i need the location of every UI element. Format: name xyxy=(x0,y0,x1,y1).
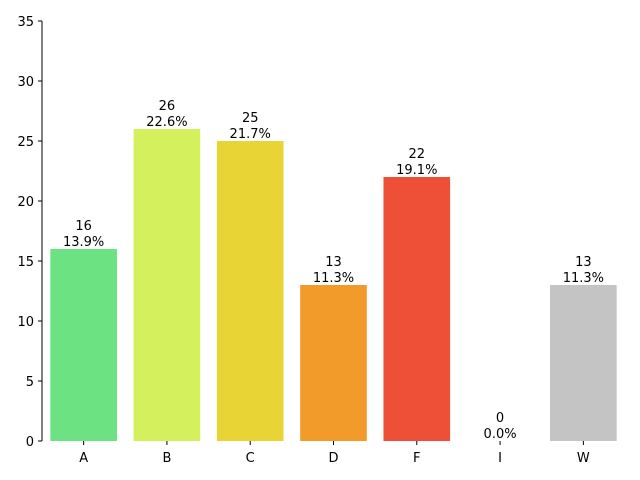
y-tick-label-0: 0 xyxy=(26,435,34,450)
y-tick-label-20: 20 xyxy=(17,195,34,210)
y-tick-label-10: 10 xyxy=(17,315,34,330)
bar-A xyxy=(50,249,117,441)
bar-percent-label-W: 11.3% xyxy=(563,271,604,286)
x-tick-label-C: C xyxy=(246,451,255,466)
bar-percent-label-D: 11.3% xyxy=(313,271,354,286)
x-tick-label-W: W xyxy=(577,451,590,466)
bars-group xyxy=(50,129,617,441)
bar-F xyxy=(383,177,451,441)
y-tick-label-5: 5 xyxy=(26,375,34,390)
bar-B xyxy=(133,129,201,441)
bar-value-label-D: 13 xyxy=(325,255,342,270)
bar-value-label-I: 0 xyxy=(496,411,504,426)
bar-percent-label-F: 19.1% xyxy=(396,163,437,178)
bar-percent-label-I: 0.0% xyxy=(484,427,517,442)
bar-value-label-W: 13 xyxy=(575,255,592,270)
y-tick-label-35: 35 xyxy=(17,15,34,30)
bar-W xyxy=(550,285,617,441)
y-axis: 0 5 10 15 20 25 30 35 xyxy=(17,15,43,450)
bar-value-label-A: 16 xyxy=(75,219,92,234)
bar-value-label-B: 26 xyxy=(159,99,176,114)
bar-C xyxy=(216,141,284,441)
y-tick-label-30: 30 xyxy=(17,75,34,90)
x-tick-label-D: D xyxy=(328,451,338,466)
bar-D xyxy=(300,285,367,441)
x-tick-label-A: A xyxy=(79,451,88,466)
bar-percent-label-C: 21.7% xyxy=(230,127,271,142)
x-tick-label-I: I xyxy=(498,451,502,466)
x-tick-label-B: B xyxy=(162,451,171,466)
bar-value-label-F: 22 xyxy=(409,147,426,162)
y-tick-label-25: 25 xyxy=(17,135,34,150)
y-tick-label-15: 15 xyxy=(17,255,34,270)
bar-percent-label-B: 22.6% xyxy=(146,115,187,130)
x-tick-label-F: F xyxy=(413,451,420,466)
bar-percent-label-A: 13.9% xyxy=(63,235,104,250)
bar-value-label-C: 25 xyxy=(242,111,259,126)
